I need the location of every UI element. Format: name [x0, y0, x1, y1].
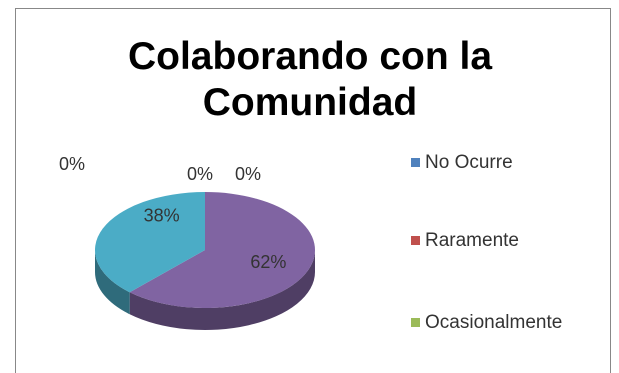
- slice-side: [129, 250, 315, 331]
- legend-swatch: [411, 236, 420, 245]
- chart-frame: [15, 8, 611, 373]
- slice: [94, 192, 205, 293]
- data-label: 0%: [187, 164, 213, 184]
- legend-item: No Ocurre: [411, 150, 603, 176]
- data-label: 0%: [235, 164, 261, 184]
- legend-swatch: [411, 318, 420, 327]
- chart-title: Colaborando con la Comunidad: [127, 35, 493, 124]
- data-label: 0%: [59, 154, 85, 174]
- legend-label: Ocasionalmente: [425, 312, 563, 333]
- legend-label: No Ocurre: [425, 152, 513, 173]
- data-label: 38%: [144, 206, 180, 226]
- slice-side: [95, 250, 130, 315]
- data-label: 62%: [250, 252, 286, 272]
- legend-label: Raramente: [425, 230, 519, 251]
- legend-item: Ocasionalmente: [411, 310, 603, 336]
- slice: [129, 192, 315, 308]
- legend-swatch: [411, 158, 420, 167]
- legend-item: Raramente: [411, 228, 603, 254]
